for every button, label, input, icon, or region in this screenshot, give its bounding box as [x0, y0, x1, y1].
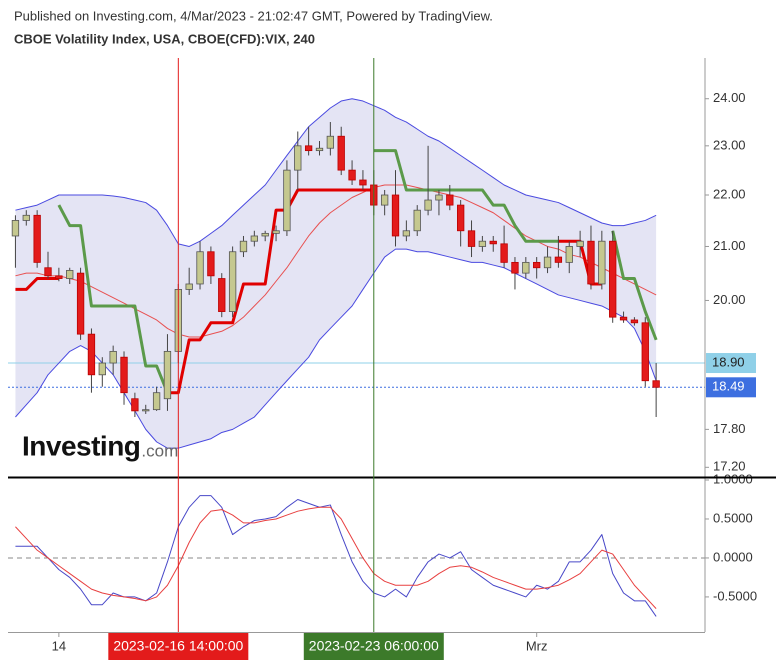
- candle-body: [109, 350, 117, 364]
- candle-body: [413, 209, 421, 232]
- series-line: [57, 204, 169, 394]
- candle-body: [652, 380, 660, 388]
- candle-body: [380, 194, 389, 206]
- candle-body: [359, 179, 367, 186]
- candle-body: [196, 251, 204, 285]
- candle-body: [457, 204, 465, 232]
- series-line: [167, 188, 374, 395]
- chart-title: CBOE Volatility Index, USA, CBOE(CFD):VI…: [14, 31, 315, 46]
- candle-body: [239, 240, 248, 253]
- overlay-layer: 18.90 18.49 2023-02-16 14:00:00 2023-02-23 …: [108, 58, 756, 660]
- candle-body: [11, 220, 20, 237]
- logo: Investing: [22, 430, 140, 461]
- y-tick-label: 22.00: [713, 186, 746, 201]
- candle-body: [337, 135, 345, 171]
- candle-body: [163, 350, 172, 400]
- y-tick-label: 17.80: [713, 421, 746, 436]
- series-line: [611, 230, 658, 341]
- candle-body: [478, 240, 487, 247]
- series-line: [373, 149, 559, 243]
- candle-body: [22, 214, 30, 221]
- y-tick-label: 24.00: [713, 90, 746, 105]
- series-line: [15, 277, 59, 291]
- candle-body: [467, 230, 476, 247]
- candle-body: [576, 240, 584, 247]
- series-line: [15, 184, 657, 338]
- candle-body: [294, 145, 302, 171]
- candle-body: [565, 246, 573, 263]
- candle-body: [218, 278, 226, 312]
- candle-body: [391, 194, 400, 237]
- candle-body: [228, 251, 237, 312]
- marker-label: 2023-02-23 06:00:00: [309, 638, 439, 654]
- y-tick-label: 23.00: [713, 137, 746, 152]
- marker-label-box: [303, 633, 444, 660]
- candle-body: [630, 319, 639, 324]
- candle-body: [66, 270, 74, 279]
- series-line: [15, 506, 657, 609]
- candle-body: [435, 194, 443, 201]
- candle-body: [142, 409, 150, 412]
- candle-body: [272, 230, 280, 234]
- price-label: 18.90: [712, 354, 745, 369]
- x-tick-label: 14: [52, 638, 66, 653]
- candle-body: [500, 243, 508, 263]
- candle-body: [120, 356, 128, 394]
- candle-body: [283, 169, 291, 232]
- candle-body: [76, 272, 85, 335]
- x-tick-label: Mrz: [526, 638, 548, 653]
- candle-body: [619, 316, 628, 321]
- candle-body: [424, 199, 432, 211]
- y-tick-label: -0.5000: [713, 588, 757, 603]
- candle-body: [598, 240, 606, 285]
- candle-body: [87, 333, 96, 376]
- candle-body: [511, 261, 519, 274]
- candle-body: [304, 145, 313, 152]
- candle-body: [261, 232, 269, 237]
- y-tick-label: 0.0000: [713, 549, 753, 564]
- candle-body: [315, 147, 324, 152]
- y-tick-label: 20.00: [713, 292, 746, 307]
- candle-body: [489, 240, 497, 245]
- candle-body: [446, 194, 454, 206]
- candle-body: [587, 240, 595, 285]
- candle-body: [207, 251, 215, 277]
- candle-body: [533, 261, 541, 269]
- candle-body: [402, 230, 411, 237]
- candle-body: [185, 283, 193, 290]
- y-tick-label: 21.00: [713, 238, 746, 253]
- candle-body: [152, 392, 161, 411]
- candle-body: [348, 169, 356, 181]
- candle-body: [131, 398, 139, 412]
- candle-body: [641, 322, 649, 382]
- plot-layer: 24.00 23.00 22.00 21.00 20.00 17.80 17.201.000…: [11, 90, 757, 653]
- y-tick-label: 17.20: [713, 459, 746, 474]
- band-fill: [15, 98, 657, 449]
- y-tick-label: 0.5000: [713, 510, 753, 525]
- candle-body: [55, 275, 63, 279]
- candle-body: [609, 240, 617, 318]
- price-label-box: [706, 377, 756, 398]
- marker-label: 2023-02-16 14:00:00: [113, 638, 243, 654]
- candle-body: [554, 256, 563, 263]
- candle-body: [522, 261, 530, 274]
- price-label-box: [706, 353, 756, 374]
- marker-label-box: [108, 633, 249, 660]
- y-tick-label: 1.0000: [713, 471, 753, 486]
- series-line: [15, 98, 657, 247]
- candle-body: [250, 235, 258, 242]
- candle-body: [326, 135, 335, 149]
- candle-body: [33, 214, 41, 263]
- candle-body: [98, 362, 106, 376]
- price-label: 18.49: [712, 379, 745, 394]
- logo-suffix: .com: [141, 441, 178, 460]
- background-layer: [8, 98, 705, 559]
- published-note: Published on Investing.com, 4/Mar/2023 -…: [14, 8, 493, 23]
- candle-body: [44, 267, 52, 277]
- candle-body: [543, 256, 552, 269]
